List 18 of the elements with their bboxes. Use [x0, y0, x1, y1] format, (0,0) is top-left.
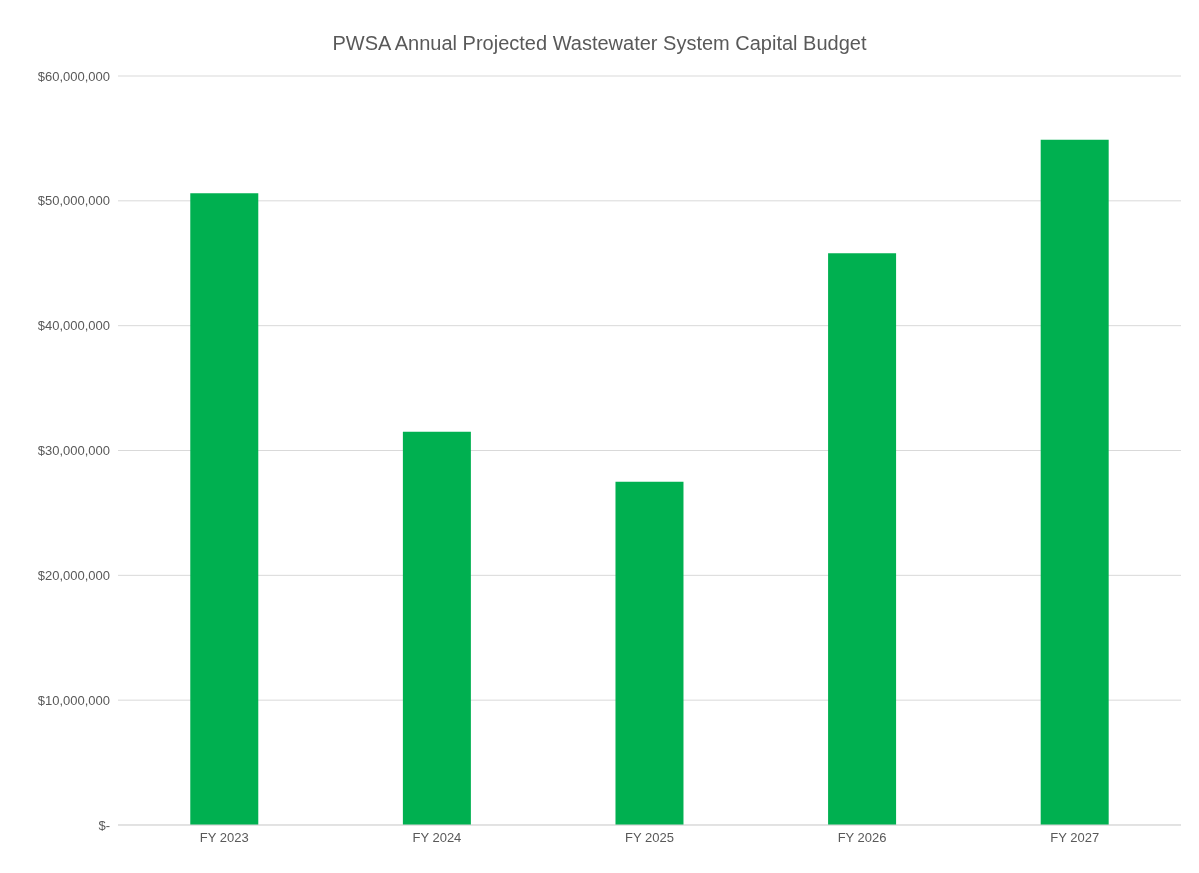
x-tick-label: FY 2027 [1050, 830, 1100, 846]
bar [190, 193, 259, 825]
y-tick-label: $30,000,000 [37, 443, 110, 459]
x-tick-label: FY 2025 [625, 830, 674, 846]
y-tick-label: $- [98, 817, 110, 833]
bar [1040, 139, 1109, 825]
y-tick-label: $10,000,000 [37, 692, 110, 708]
x-tick-label: FY 2024 [412, 830, 462, 846]
x-tick-label: FY 2023 [199, 830, 249, 846]
chart-title: PWSA Annual Projected Wastewater System Capital Budget [331, 31, 868, 56]
bar [402, 431, 471, 825]
y-tick-label: $40,000,000 [37, 318, 110, 334]
bar [828, 253, 897, 825]
y-tick-label: $60,000,000 [37, 68, 110, 84]
x-tick-label: FY 2026 [837, 830, 887, 846]
bar [615, 481, 684, 825]
y-tick-label: $50,000,000 [37, 193, 110, 209]
y-tick-label: $20,000,000 [37, 567, 110, 583]
